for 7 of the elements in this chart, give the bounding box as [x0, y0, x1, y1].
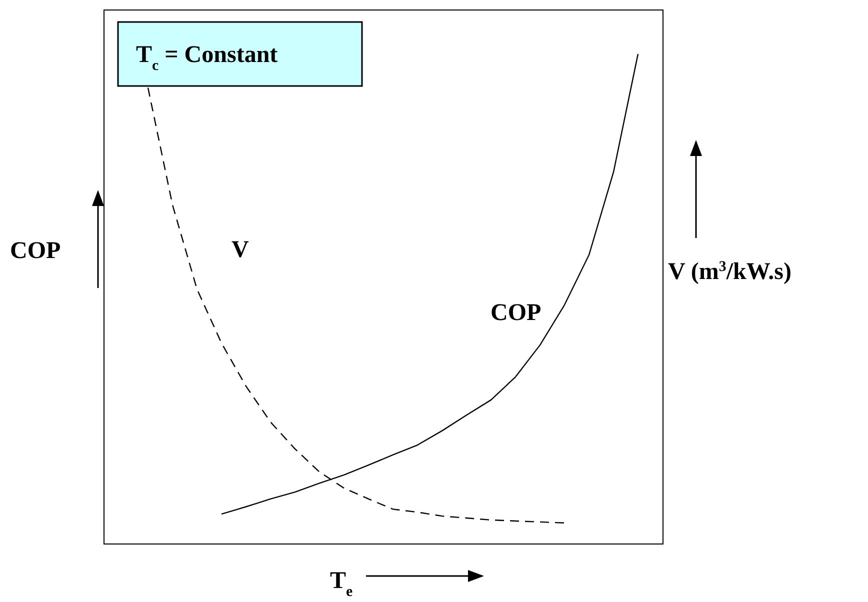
- y-axis-title: COP: [10, 238, 61, 264]
- x-axis-title: T$_{e}$: [330, 568, 354, 600]
- annotation: T$_{c}$ = Constant: [136, 42, 278, 74]
- y2-axis-title: V (m$^{3}$/kW.s): [668, 259, 792, 285]
- note-box: T$_{c}$ = Constant: [117, 21, 363, 87]
- series-label: COP: [490, 300, 542, 326]
- series-label: V: [232, 237, 250, 264]
